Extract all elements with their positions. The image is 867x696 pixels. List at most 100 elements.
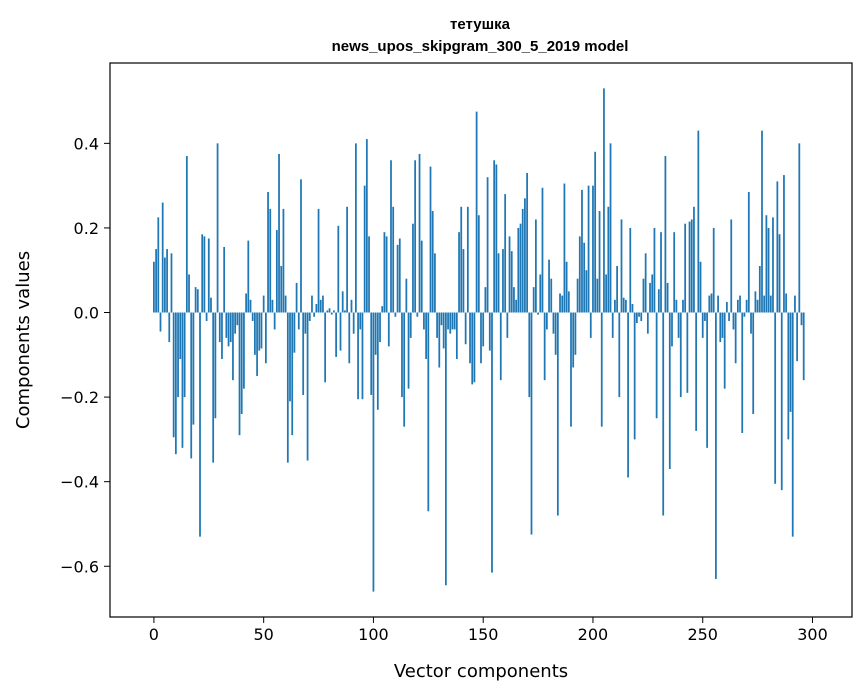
y-axis-label: Components values — [13, 251, 34, 429]
bar — [322, 295, 324, 313]
bar — [574, 312, 577, 355]
bar — [715, 312, 717, 579]
bar — [607, 206, 610, 313]
bar — [673, 232, 676, 313]
bar — [365, 139, 368, 313]
bar — [559, 293, 561, 313]
bar — [693, 206, 695, 313]
bar — [335, 312, 337, 357]
bar — [598, 211, 601, 313]
bar — [240, 312, 243, 415]
bar — [629, 227, 632, 313]
bar — [791, 312, 794, 537]
bar — [431, 211, 434, 313]
bar — [427, 312, 430, 512]
bar — [469, 312, 471, 364]
bar — [269, 208, 272, 313]
x-tick-label: 50 — [253, 625, 273, 644]
y-tick-label: 0.2 — [74, 219, 99, 238]
bar — [390, 160, 392, 313]
bar — [765, 215, 768, 313]
bar — [317, 208, 320, 313]
bar — [640, 312, 643, 321]
bar — [170, 253, 173, 313]
bar — [504, 194, 507, 313]
bar — [596, 278, 599, 313]
bar — [556, 312, 559, 516]
bar — [708, 295, 711, 313]
bar — [218, 312, 221, 343]
bar — [690, 219, 693, 313]
bar — [717, 295, 719, 313]
bar — [747, 191, 750, 313]
x-tick-label: 250 — [687, 625, 718, 644]
bar — [587, 185, 590, 313]
bar — [721, 312, 724, 338]
bar — [359, 312, 362, 330]
bar — [701, 312, 704, 338]
bar — [414, 160, 417, 313]
bar — [800, 312, 803, 326]
bar — [684, 223, 687, 313]
bar — [488, 312, 491, 351]
bar — [646, 312, 649, 334]
bar — [258, 312, 261, 351]
bar — [794, 295, 796, 313]
bar — [769, 295, 772, 313]
bar — [455, 312, 458, 360]
bar — [280, 265, 283, 313]
bar — [756, 299, 759, 313]
bar — [545, 312, 548, 330]
bar — [420, 240, 423, 313]
bar — [245, 293, 247, 313]
bar — [578, 236, 581, 313]
bar — [783, 175, 785, 313]
bar — [537, 312, 539, 315]
bar — [164, 257, 166, 313]
bar — [802, 312, 805, 381]
bar — [207, 238, 210, 313]
bar — [471, 312, 474, 385]
bar — [554, 312, 557, 355]
bar — [438, 312, 441, 368]
bar — [333, 310, 335, 313]
bar — [157, 217, 160, 313]
bar — [480, 312, 482, 364]
bar — [232, 312, 234, 381]
bar — [706, 312, 708, 448]
bar — [506, 312, 509, 338]
bar — [653, 227, 656, 313]
bar — [563, 183, 566, 313]
bar — [741, 312, 744, 434]
bar — [348, 312, 351, 364]
bar — [449, 312, 452, 334]
bar — [528, 312, 531, 398]
bar — [671, 312, 673, 347]
bar — [282, 208, 285, 313]
bar — [798, 143, 801, 313]
bar — [787, 312, 790, 440]
bar — [677, 312, 680, 338]
bar — [203, 236, 206, 313]
bar — [631, 304, 634, 313]
bar — [482, 312, 485, 347]
bar — [247, 240, 250, 313]
bar — [499, 312, 502, 381]
bar — [627, 312, 629, 478]
bar — [682, 299, 684, 313]
bar — [199, 312, 201, 537]
bar — [736, 299, 739, 313]
bar — [572, 312, 575, 368]
bar — [644, 253, 647, 313]
plot-area-frame — [109, 62, 853, 618]
bar — [611, 312, 614, 338]
chart-subtitle: news_upos_skipgram_300_5_2019 model — [332, 38, 629, 55]
bar — [440, 312, 443, 326]
bar-series — [153, 88, 805, 592]
bar — [434, 253, 436, 313]
bar — [592, 185, 594, 313]
bar — [668, 312, 671, 469]
bar — [214, 312, 217, 419]
bar — [243, 312, 245, 389]
bar — [337, 225, 340, 313]
